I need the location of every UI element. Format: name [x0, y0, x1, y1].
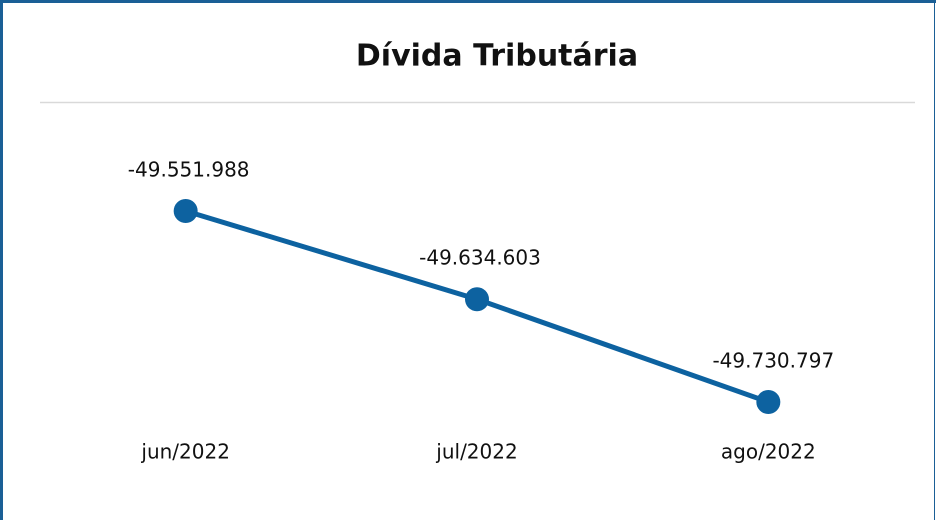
- data-label: -49.551.988: [128, 158, 250, 182]
- data-label: -49.634.603: [419, 246, 541, 270]
- x-tick-label: ago/2022: [721, 440, 816, 464]
- marker: [756, 390, 781, 414]
- x-tick-label: jul/2022: [435, 440, 517, 464]
- chart-title: Dívida Tributária: [356, 39, 638, 74]
- marker: [465, 287, 489, 312]
- marker: [173, 199, 198, 223]
- data-label: -49.730.797: [712, 349, 834, 373]
- x-tick-label: jun/2022: [140, 440, 230, 464]
